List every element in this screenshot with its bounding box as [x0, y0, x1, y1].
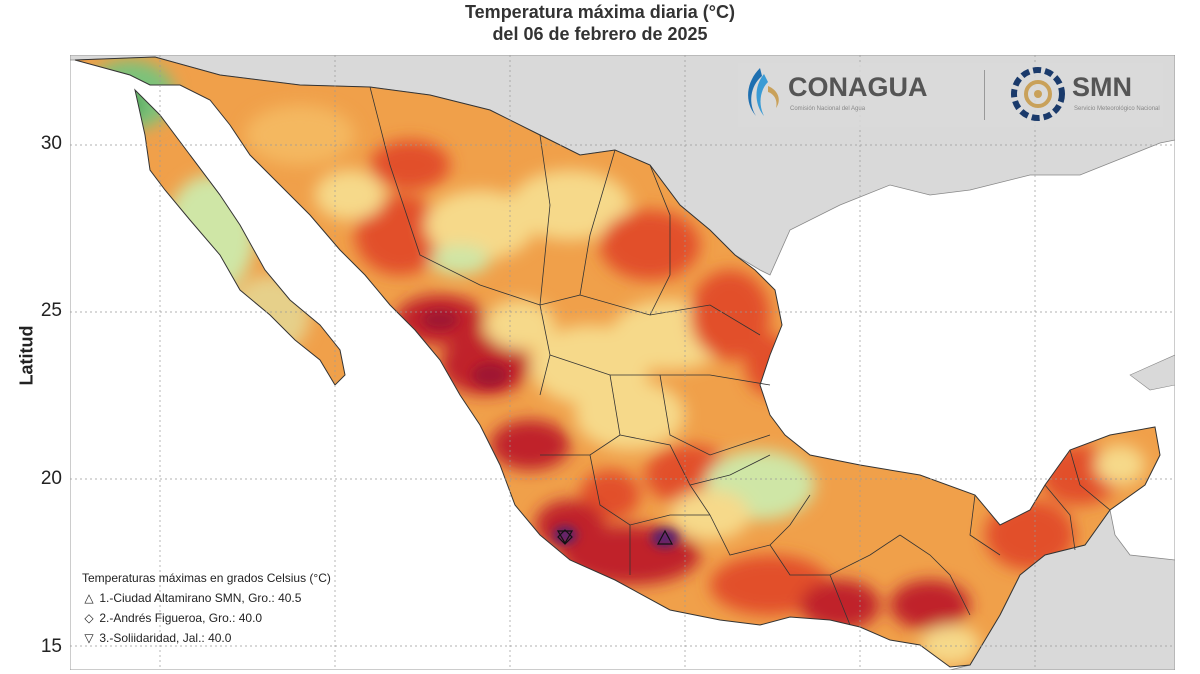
conagua-wordmark: CONAGUA	[788, 72, 928, 102]
legend: Temperaturas máximas en grados Celsius (…	[82, 568, 331, 648]
station-marker-3	[556, 530, 574, 545]
station-marker-1	[656, 529, 674, 545]
smn-subtitle: Servicio Meteorológico Nacional	[1074, 106, 1160, 112]
legend-item-2: ◇ 2.-Andrés Figueroa, Gro.: 40.0	[82, 608, 331, 628]
y-tick-30: 30	[40, 133, 62, 154]
logos-area: CONAGUA Comisión Nacional del Agua SMN S…	[738, 62, 1163, 130]
y-tick-20: 20	[40, 468, 62, 489]
legend-item-2-text: 2.-Andrés Figueroa, Gro.: 40.0	[99, 611, 263, 625]
map-subtitle: del 06 de febrero de 2025	[492, 24, 708, 44]
triangle-down-icon: ▽	[84, 631, 94, 645]
smn-logo-icon	[1011, 67, 1065, 121]
temperature-map	[70, 55, 1175, 670]
y-tick-25: 25	[40, 300, 62, 321]
smn-wordmark: SMN	[1072, 72, 1132, 102]
y-tick-15: 15	[40, 636, 62, 657]
legend-item-3-text: 3.-Soliidaridad, Jal.: 40.0	[99, 631, 232, 645]
triangle-up-icon: △	[84, 591, 94, 605]
conagua-logo-icon	[748, 68, 779, 116]
legend-item-1: △ 1.-Ciudad Altamirano SMN, Gro.: 40.5	[82, 588, 331, 608]
diamond-icon: ◇	[84, 611, 94, 625]
legend-item-1-text: 1.-Ciudad Altamirano SMN, Gro.: 40.5	[99, 591, 302, 605]
y-axis-label: Latitud	[16, 325, 37, 386]
logo-divider	[984, 70, 985, 120]
legend-title: Temperaturas máximas en grados Celsius (…	[82, 571, 331, 585]
map-title: Temperatura máxima diaria (°C)	[465, 2, 735, 22]
legend-item-3: ▽ 3.-Soliidaridad, Jal.: 40.0	[82, 628, 331, 648]
conagua-subtitle: Comisión Nacional del Agua	[790, 106, 866, 112]
